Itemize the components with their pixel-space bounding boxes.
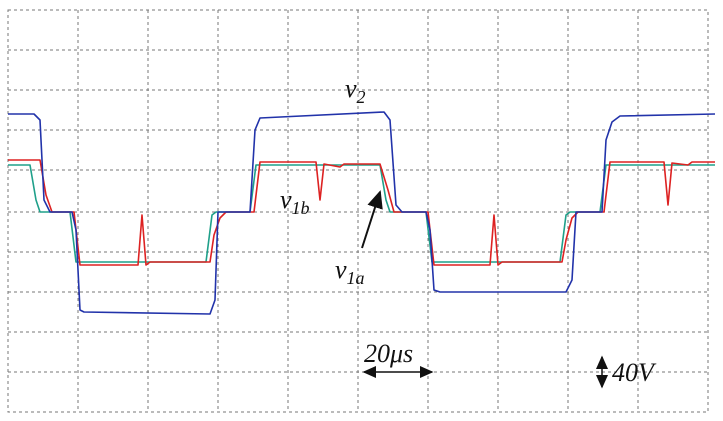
label-v1a-main: v xyxy=(335,255,347,284)
label-v2-sub: 2 xyxy=(357,87,366,107)
label-v1a-sub: 1a xyxy=(347,268,365,288)
label-v2-main: v xyxy=(345,74,357,103)
waveform-v2 xyxy=(8,111,716,315)
label-v1a: v1a xyxy=(335,255,365,288)
grid xyxy=(7,9,709,413)
voltage-scale-label: 40V xyxy=(612,358,657,387)
pointer-arrow xyxy=(361,190,383,249)
label-v1b-sub: 1b xyxy=(292,198,310,218)
waveform-v1b xyxy=(8,159,715,266)
time-scale-label: 20μs xyxy=(364,339,413,368)
label-v1b-main: v xyxy=(280,185,292,214)
label-v1b: v1b xyxy=(280,185,310,218)
label-v2: v2 xyxy=(345,74,366,107)
